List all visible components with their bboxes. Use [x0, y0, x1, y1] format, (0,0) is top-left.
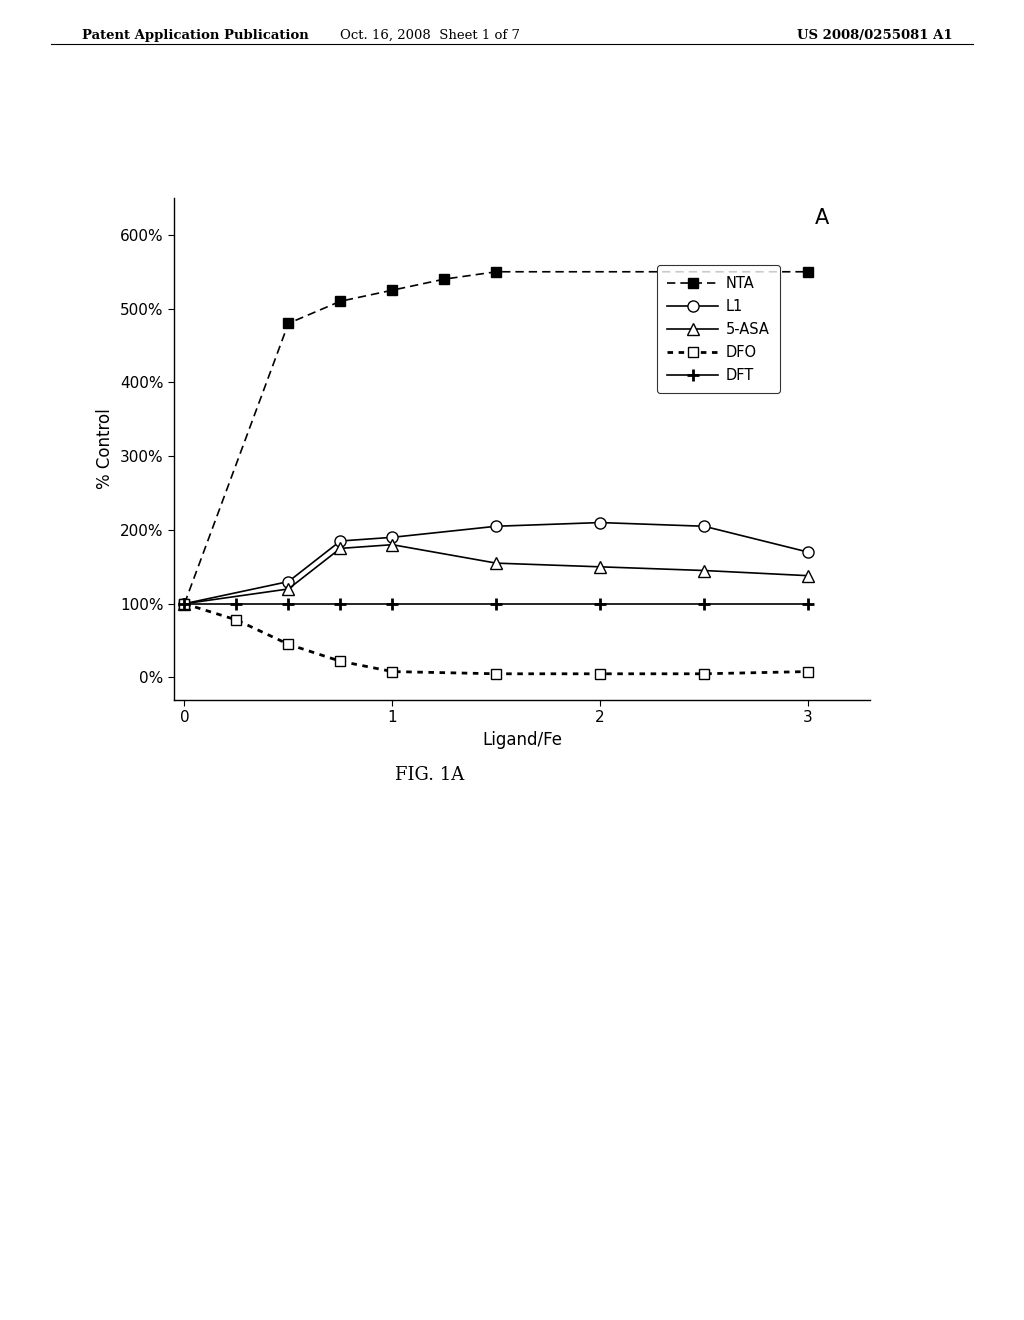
- NTA: [386, 282, 398, 298]
- Text: FIG. 1A: FIG. 1A: [395, 766, 465, 784]
- L1: [334, 533, 346, 549]
- Text: Oct. 16, 2008  Sheet 1 of 7: Oct. 16, 2008 Sheet 1 of 7: [340, 29, 520, 42]
- DFT: [802, 595, 814, 611]
- DFO: [334, 653, 346, 669]
- DFO: [802, 664, 814, 680]
- DFO: [698, 665, 711, 681]
- Line: 5-ASA: 5-ASA: [179, 539, 814, 610]
- X-axis label: Ligand/Fe: Ligand/Fe: [482, 730, 562, 748]
- NTA: [283, 315, 295, 331]
- DFO: [386, 664, 398, 680]
- 5-ASA: [490, 556, 503, 572]
- DFO: [178, 595, 190, 611]
- 5-ASA: [698, 562, 711, 578]
- 5-ASA: [178, 595, 190, 611]
- Line: DFO: DFO: [179, 599, 813, 678]
- Legend: NTA, L1, 5-ASA, DFO, DFT: NTA, L1, 5-ASA, DFO, DFT: [657, 265, 779, 393]
- NTA: [438, 271, 451, 286]
- L1: [698, 519, 711, 535]
- 5-ASA: [283, 581, 295, 597]
- DFT: [490, 595, 503, 611]
- Line: NTA: NTA: [179, 267, 813, 609]
- 5-ASA: [334, 540, 346, 556]
- 5-ASA: [802, 568, 814, 583]
- Y-axis label: % Control: % Control: [96, 408, 115, 490]
- L1: [594, 515, 606, 531]
- DFT: [178, 595, 190, 611]
- DFT: [594, 595, 606, 611]
- DFO: [283, 636, 295, 652]
- Line: DFT: DFT: [179, 598, 814, 610]
- DFT: [283, 595, 295, 611]
- L1: [386, 529, 398, 545]
- L1: [283, 574, 295, 590]
- NTA: [334, 293, 346, 309]
- DFT: [334, 595, 346, 611]
- NTA: [802, 264, 814, 280]
- Line: L1: L1: [179, 517, 814, 610]
- L1: [802, 544, 814, 560]
- 5-ASA: [386, 537, 398, 553]
- L1: [490, 519, 503, 535]
- DFT: [386, 595, 398, 611]
- Text: A: A: [815, 209, 829, 228]
- DFT: [698, 595, 711, 611]
- DFO: [490, 665, 503, 681]
- NTA: [178, 595, 190, 611]
- Text: US 2008/0255081 A1: US 2008/0255081 A1: [797, 29, 952, 42]
- Text: Patent Application Publication: Patent Application Publication: [82, 29, 308, 42]
- 5-ASA: [594, 558, 606, 574]
- NTA: [490, 264, 503, 280]
- L1: [178, 595, 190, 611]
- DFO: [230, 612, 243, 628]
- DFT: [230, 595, 243, 611]
- DFO: [594, 665, 606, 681]
